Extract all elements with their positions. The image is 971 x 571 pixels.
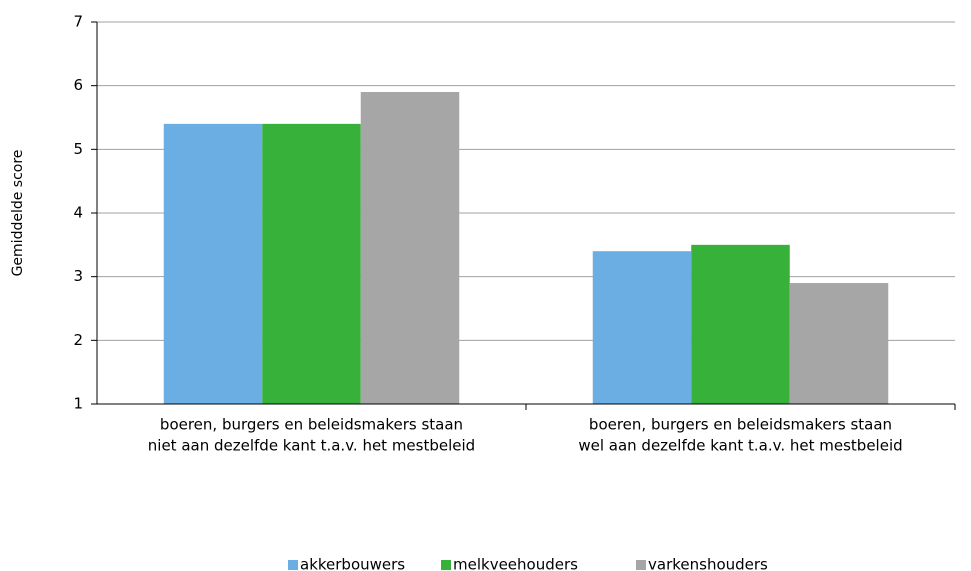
legend-swatch (288, 560, 298, 570)
legend-swatch (636, 560, 646, 570)
bar (592, 251, 692, 404)
bar (262, 123, 361, 404)
y-tick-label: 5 (73, 140, 83, 158)
y-tick-label: 2 (73, 331, 83, 349)
x-tick-label: boeren, burgers en beleidsmakers staan (589, 416, 892, 434)
bar (163, 123, 263, 404)
legend-swatch (441, 560, 451, 570)
y-tick-label: 1 (73, 395, 83, 413)
x-tick-label: wel aan dezelfde kant t.a.v. het mestbel… (578, 437, 902, 455)
bar (691, 244, 790, 404)
legend-label: melkveehouders (453, 556, 578, 571)
legend-label: varkenshouders (648, 556, 768, 571)
bar (360, 92, 460, 405)
x-tick-label: boeren, burgers en beleidsmakers staan (160, 416, 463, 434)
y-axis-label: Gemiddelde score (10, 150, 26, 277)
y-tick-label: 6 (73, 76, 83, 94)
x-tick-label: niet aan dezelfde kant t.a.v. het mestbe… (148, 437, 475, 455)
legend-label: akkerbouwers (300, 556, 405, 571)
y-tick-label: 7 (73, 13, 83, 31)
bar (789, 283, 889, 404)
y-tick-label: 3 (73, 267, 83, 285)
y-tick-label: 4 (73, 204, 83, 222)
